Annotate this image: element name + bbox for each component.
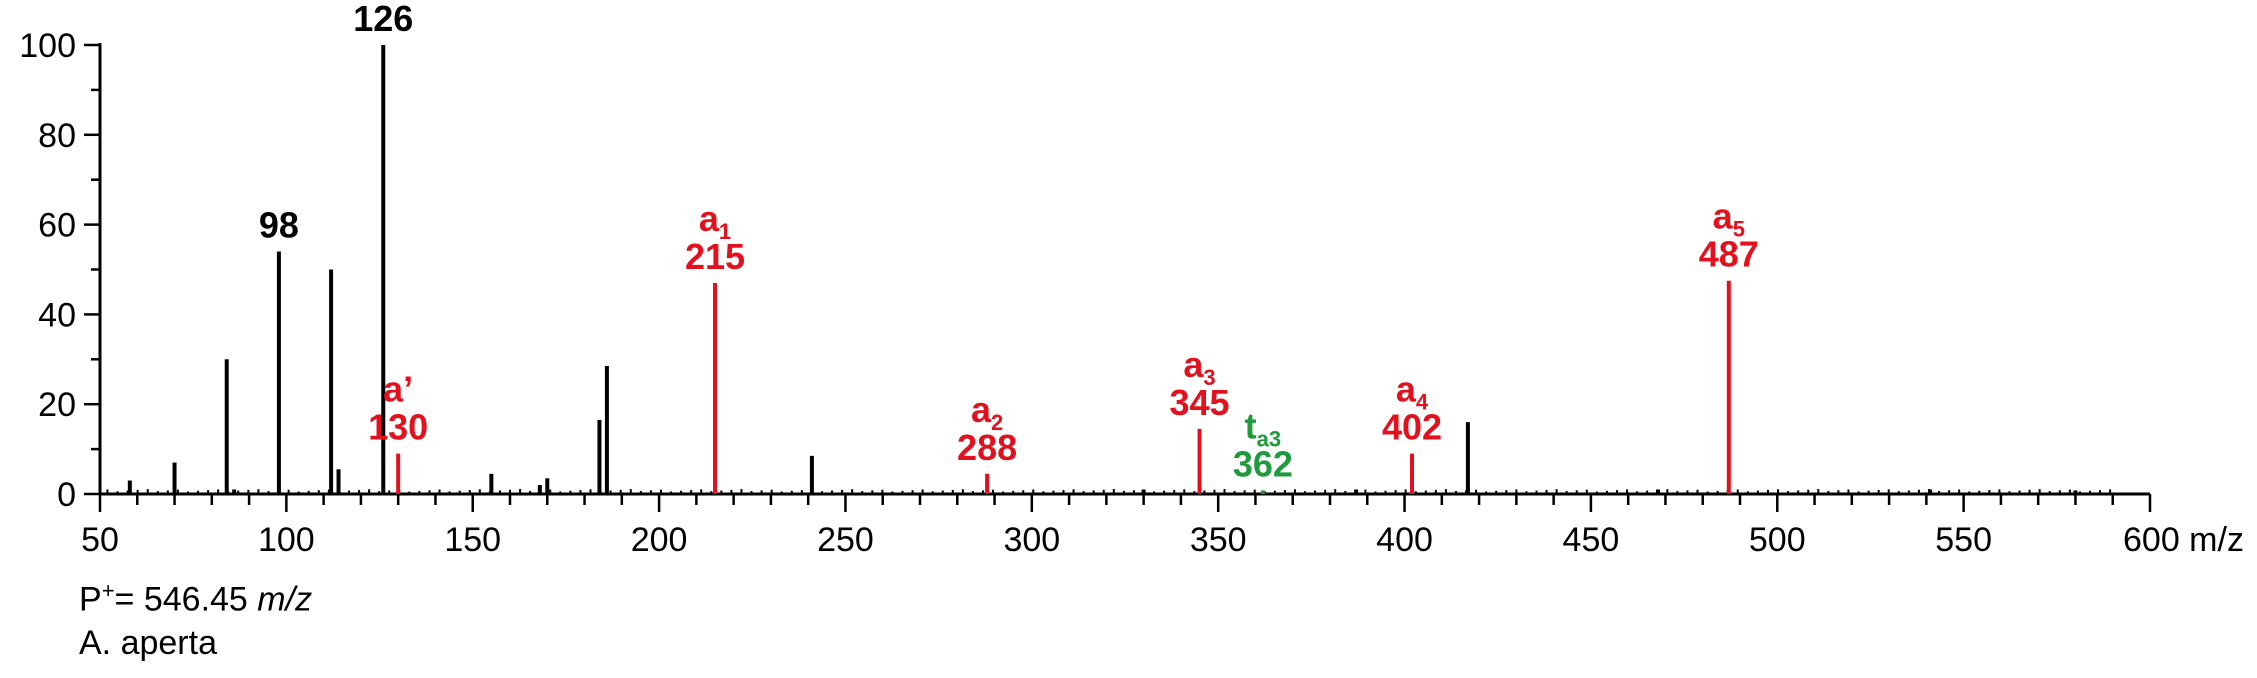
precursor-prefix: P: [79, 580, 102, 619]
peak-label-215: a1: [699, 198, 731, 244]
precursor-unit: m/z: [257, 580, 313, 619]
peak-label-362: ta3: [1245, 405, 1281, 451]
peak-label-98: 98: [259, 205, 299, 246]
peak-label-487: a5: [1713, 196, 1745, 242]
peak-label-130: a’: [383, 369, 413, 410]
x-tick-label: 200: [631, 521, 688, 559]
y-tick-label: 20: [38, 386, 76, 424]
x-tick-label: 500: [1749, 521, 1806, 559]
precursor-value: = 546.45: [114, 580, 258, 619]
x-tick-label: 250: [817, 521, 874, 559]
peak-label-402: a4: [1396, 369, 1429, 415]
x-tick-label: 300: [1003, 521, 1060, 559]
peak-label-126: 126: [353, 0, 413, 39]
peak-label-402: 402: [1382, 407, 1442, 448]
y-tick-label: 100: [19, 27, 76, 65]
x-tick-label: 550: [1935, 521, 1992, 559]
peak-label-362: 362: [1233, 443, 1293, 484]
peak-label-288: a2: [971, 389, 1003, 435]
x-tick-label: 50: [81, 521, 119, 559]
x-tick-label: 150: [444, 521, 501, 559]
peak-label-215: 215: [685, 236, 745, 277]
y-tick-label: 80: [38, 117, 76, 155]
x-tick-label: 600 m/z: [2123, 521, 2244, 559]
y-tick-label: 40: [38, 296, 76, 334]
precursor-charge: +: [101, 578, 115, 603]
y-tick-label: 0: [57, 476, 76, 514]
x-tick-label: 400: [1376, 521, 1433, 559]
peak-label-130: 130: [368, 407, 428, 448]
y-tick-label: 60: [38, 207, 76, 245]
peak-label-345: a3: [1183, 344, 1215, 390]
x-tick-label: 100: [258, 521, 315, 559]
peak-label-288: 288: [957, 427, 1017, 468]
x-tick-label: 350: [1190, 521, 1247, 559]
x-tick-label: 450: [1563, 521, 1620, 559]
species-label: A. aperta: [79, 624, 217, 662]
axes: 50 100 150 200 250 300 350 400 450 500 550 600 m/z 0…: [19, 27, 2244, 559]
peak-label-345: 345: [1170, 382, 1230, 423]
peaks: [106, 45, 2112, 494]
precursor-mz-label: P+= 546.45 m/z: [79, 578, 312, 619]
peak-label-487: 487: [1699, 234, 1759, 275]
